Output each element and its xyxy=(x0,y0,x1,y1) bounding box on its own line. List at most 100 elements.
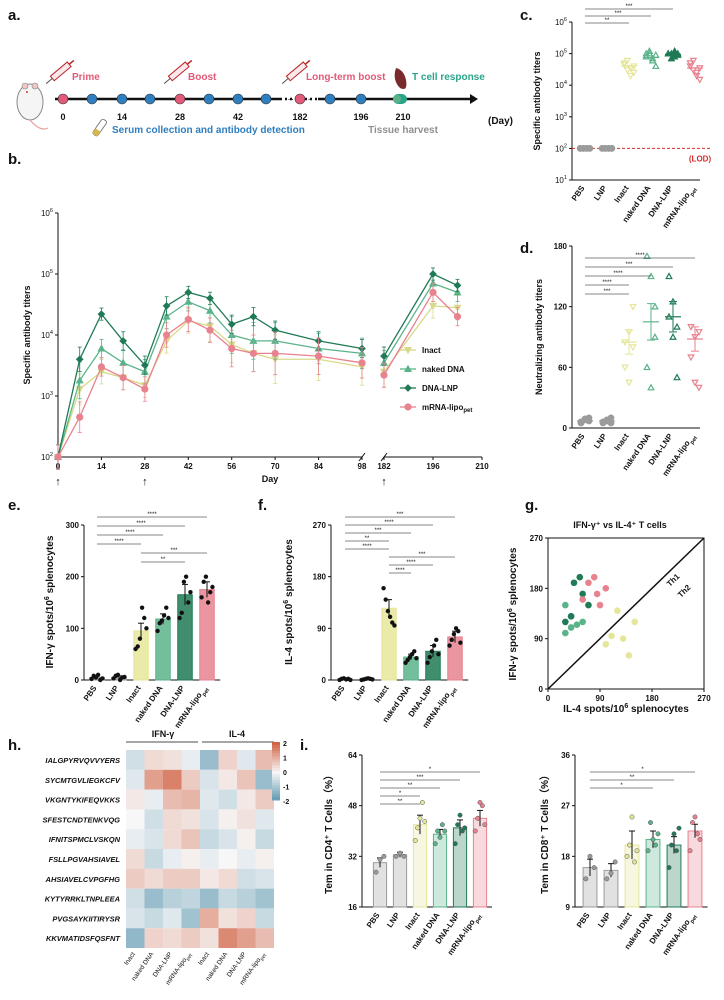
syringe-body xyxy=(285,61,308,82)
category-label: Inact xyxy=(125,684,143,705)
panel-f: f.090180270***************************PB… xyxy=(258,497,469,730)
data-point xyxy=(419,800,425,805)
heatmap-cell xyxy=(237,789,256,810)
sig-label: *** xyxy=(603,289,611,295)
boost-arrow: ↑ xyxy=(55,476,61,488)
sig-label: ** xyxy=(605,18,610,24)
data-point xyxy=(314,352,323,360)
data-point xyxy=(97,363,106,371)
y-tick-label: 180 xyxy=(554,242,568,251)
colorbar-label: 2 xyxy=(283,741,287,748)
data-point xyxy=(579,590,586,598)
axis-label-exp: 6 xyxy=(44,596,51,600)
boost-arrow: ↑ xyxy=(381,476,387,488)
heatmap-cell xyxy=(255,789,274,810)
data-point xyxy=(634,848,640,854)
data-point xyxy=(692,72,701,80)
heatmap-cell xyxy=(126,809,145,830)
sig-label: **** xyxy=(635,253,645,259)
data-point xyxy=(119,374,127,382)
data-point xyxy=(624,853,630,859)
timepoint-dot xyxy=(324,93,336,105)
data-point xyxy=(403,347,413,355)
data-point xyxy=(648,820,653,826)
axis-label: IFN-γ spots/106 splenocytes xyxy=(507,547,519,680)
heatmap-cell xyxy=(126,750,145,770)
data-point xyxy=(602,640,610,648)
sig-label: ** xyxy=(398,799,403,805)
legend-label: DNA-LNP xyxy=(422,384,459,393)
heatmap-cell xyxy=(218,908,237,929)
axis-label-text: splenocytes xyxy=(508,547,519,608)
heatmap-cell xyxy=(126,769,145,790)
x-tick-label: 70 xyxy=(271,462,280,471)
data-point xyxy=(629,344,637,352)
syringe-icon xyxy=(163,59,193,84)
heatmap-cell xyxy=(200,868,219,889)
timepoint-dot xyxy=(203,93,215,105)
category-label: PBS xyxy=(330,683,347,702)
data-point xyxy=(567,612,575,620)
heatmap-cell xyxy=(218,789,237,810)
tube-icon xyxy=(92,118,107,137)
heatmap-cell xyxy=(218,868,237,889)
data-point xyxy=(695,76,704,84)
heatmap-cell xyxy=(237,928,256,948)
data-point xyxy=(184,297,193,305)
panel-label: h. xyxy=(8,737,21,754)
heatmap-cell xyxy=(218,829,237,849)
colorbar-segment xyxy=(272,797,280,801)
heatmap-cell xyxy=(237,769,256,790)
y-tick-label: 90 xyxy=(317,624,326,633)
data-point xyxy=(669,332,677,340)
data-point xyxy=(181,579,187,585)
heatmap-cell xyxy=(218,769,237,790)
heatmap-cell xyxy=(163,809,182,830)
x-tick-label: 84 xyxy=(314,462,323,471)
heatmap-cell xyxy=(181,829,200,849)
data-point xyxy=(608,632,615,640)
data-point xyxy=(626,72,635,80)
data-point xyxy=(166,615,171,621)
data-point xyxy=(614,607,621,615)
x-tick-label: 210 xyxy=(475,462,489,471)
x-tick-label: 42 xyxy=(184,462,193,471)
legend-label: mRNA-lipopet xyxy=(422,403,472,414)
data-point xyxy=(205,600,211,605)
heatmap-row-label: AHSIAVELCVPGFHG xyxy=(45,875,121,884)
y-tick-label: 180 xyxy=(530,584,544,593)
data-point xyxy=(690,820,695,826)
data-point xyxy=(97,344,106,352)
category-label: PBS xyxy=(570,431,587,450)
category-label: Inact xyxy=(373,684,391,705)
data-point xyxy=(139,605,145,610)
data-point xyxy=(629,69,638,77)
category-label: PBS xyxy=(82,683,99,702)
y-axis-label: Tem in CD8⁺ T Cells（%） xyxy=(538,770,551,894)
data-point xyxy=(596,601,604,609)
y-tick-label: 120 xyxy=(554,303,568,312)
heatmap-cell xyxy=(144,928,163,948)
data-point xyxy=(377,857,383,862)
sig-label: *** xyxy=(374,528,382,534)
heatmap-col-label: Inact xyxy=(123,951,137,967)
group-header: IFN-γ xyxy=(152,729,175,739)
category-label: Inact xyxy=(404,911,422,932)
x-tick-label: 270 xyxy=(697,694,711,703)
y-tick-label: 101 xyxy=(555,175,567,185)
data-point xyxy=(155,628,160,634)
sig-label: ** xyxy=(365,536,370,542)
data-point xyxy=(453,288,462,296)
sig-label: **** xyxy=(125,530,135,536)
data-point xyxy=(620,60,629,68)
data-point xyxy=(89,676,94,682)
heatmap-cell xyxy=(255,750,274,770)
data-point xyxy=(429,270,437,278)
heatmap-cell xyxy=(237,868,256,889)
data-point xyxy=(620,61,629,69)
data-point xyxy=(249,312,258,321)
data-point xyxy=(602,585,610,592)
tick-base: 10 xyxy=(555,144,564,153)
syringe-body xyxy=(49,61,72,82)
panel-label: d. xyxy=(520,240,533,257)
